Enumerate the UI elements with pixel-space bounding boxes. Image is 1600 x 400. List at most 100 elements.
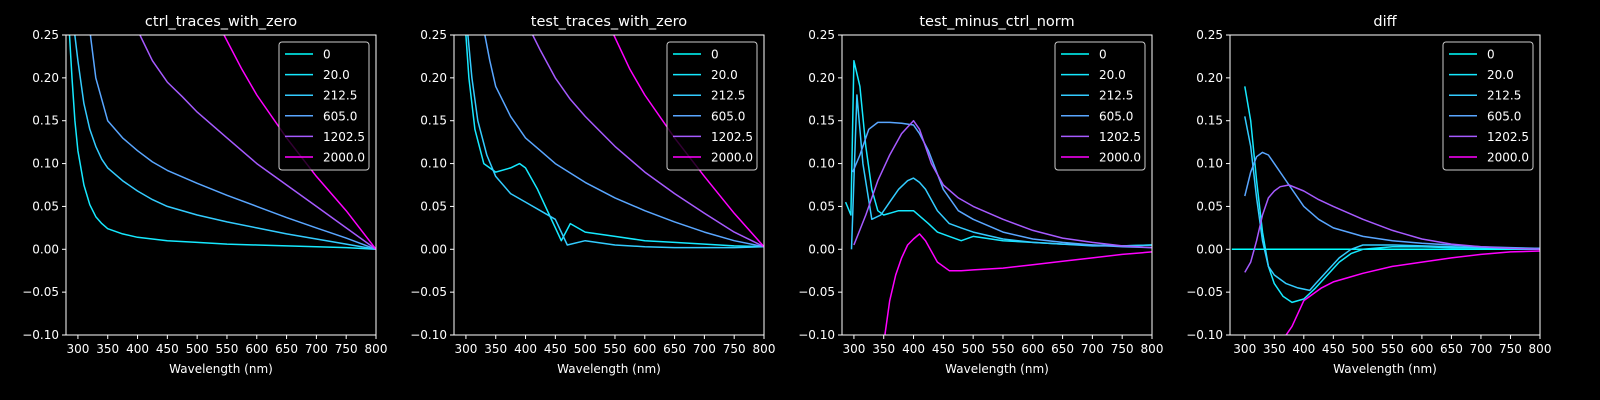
y-tick-label: 0.10 (808, 157, 835, 171)
y-tick-label: 0.15 (32, 114, 59, 128)
series-line-605-0 (89, 35, 376, 251)
legend-label: 605.0 (323, 109, 357, 123)
y-tick-label: −0.05 (22, 285, 59, 299)
legend-label: 605.0 (1099, 109, 1133, 123)
legend-label: 1202.5 (1487, 130, 1529, 144)
x-tick-label: 650 (1440, 342, 1463, 356)
chart-panel-4: 300 350 400 450 500 550 600 650 700 750 800 −0.10 −0… (1186, 14, 1551, 376)
series-line-212-5 (74, 35, 376, 251)
x-tick-label: 600 (245, 342, 268, 356)
series-line-605-0 (484, 35, 764, 248)
legend-label: 0 (323, 48, 331, 62)
axes-frame (453, 34, 765, 336)
y-tick-label: 0.20 (808, 71, 835, 85)
x-tick-label: 300 (66, 342, 89, 356)
x-tick-label: 650 (275, 342, 298, 356)
series-line-212-5 (1244, 116, 1540, 292)
x-tick-label: 300 (1233, 342, 1256, 356)
series-line-2000-0 (1285, 250, 1540, 335)
x-tick-label: 400 (514, 342, 537, 356)
y-tick-label: 0.05 (420, 199, 447, 213)
legend-label: 605.0 (1487, 109, 1521, 123)
series-line-1202-5 (853, 119, 1152, 249)
legend: 0 20.0 212.5 605.0 1202.5 2000.0 (666, 41, 758, 171)
chart-title: diff (1373, 14, 1397, 30)
x-tick-label: 400 (1292, 342, 1315, 356)
y-tick-label: −0.10 (410, 328, 447, 342)
legend-label: 20.0 (711, 68, 738, 82)
y-tick-label: 0.15 (420, 114, 447, 128)
series-line-212-5 (467, 35, 764, 249)
y-tick-label: 0.00 (32, 242, 59, 256)
legend-label: 20.0 (323, 68, 350, 82)
x-tick-label: 550 (1381, 342, 1404, 356)
legend-label: 2000.0 (1099, 151, 1141, 165)
axes-frame (1229, 34, 1541, 336)
series-line-1202-5 (139, 35, 376, 250)
legend-label: 1202.5 (711, 130, 753, 144)
y-tick-label: 0.05 (808, 199, 835, 213)
series-lines (465, 35, 764, 249)
x-tick-label: 350 (484, 342, 507, 356)
legend-label: 212.5 (1487, 89, 1521, 103)
x-tick-label: 450 (544, 342, 567, 356)
y-tick-label: 0.00 (808, 242, 835, 256)
legend-label: 212.5 (1099, 89, 1133, 103)
x-tick-label: 750 (723, 342, 746, 356)
y-tick-label: 0.10 (420, 157, 447, 171)
y-tick-label: −0.05 (798, 285, 835, 299)
series-line-2000-0 (884, 233, 1152, 335)
x-tick-label: 450 (156, 342, 179, 356)
y-tick-label: 0.20 (420, 71, 447, 85)
x-tick-label: 550 (216, 342, 239, 356)
x-tick-label: 400 (126, 342, 149, 356)
y-tick-label: 0.15 (1196, 114, 1223, 128)
y-tick-label: 0.20 (32, 71, 59, 85)
y-tick-label: 0.15 (808, 114, 835, 128)
x-tick-label: 500 (186, 342, 209, 356)
x-tick-label: 700 (305, 342, 328, 356)
legend-label: 212.5 (323, 89, 357, 103)
x-tick-label: 550 (992, 342, 1015, 356)
y-tick-label: 0.25 (420, 28, 447, 42)
x-tick-label: 700 (693, 342, 716, 356)
x-tick-label: 350 (1263, 342, 1286, 356)
legend-label: 1202.5 (323, 130, 365, 144)
x-tick-label: 750 (1111, 342, 1134, 356)
x-tick-label: 600 (1021, 342, 1044, 356)
legend-label: 0 (1099, 48, 1107, 62)
y-tick-label: 0.25 (808, 28, 835, 42)
x-tick-label: 800 (365, 342, 388, 356)
x-tick-label: 350 (96, 342, 119, 356)
series-line-20-0 (68, 35, 376, 251)
y-tick-label: 0.00 (1196, 242, 1223, 256)
chart-panel-1: 300 350 400 450 500 550 600 650 700 750 800 −0.10 −0… (22, 14, 387, 376)
series-line-20-0 (1244, 86, 1540, 304)
series-line-20-0 (465, 35, 764, 248)
axes-frame (65, 34, 377, 336)
x-tick-label: 650 (1051, 342, 1074, 356)
legend-label: 20.0 (1099, 68, 1126, 82)
legend-label: 0 (1487, 48, 1495, 62)
series-line-605-0 (852, 121, 1152, 249)
x-tick-label: 800 (753, 342, 776, 356)
series-line-212-5 (850, 94, 1152, 250)
y-tick-label: −0.10 (798, 328, 835, 342)
x-axis-label: Wavelength (nm) (557, 362, 661, 376)
y-tick-label: 0.10 (1196, 157, 1223, 171)
series-lines (1231, 86, 1540, 335)
y-tick-label: 0.05 (32, 199, 59, 213)
legend-label: 1202.5 (1099, 130, 1141, 144)
x-tick-label: 550 (604, 342, 627, 356)
legend: 0 20.0 212.5 605.0 1202.5 2000.0 (278, 41, 370, 171)
series-lines (68, 35, 376, 251)
axes-frame (841, 34, 1153, 336)
chart-panel-2: 300 350 400 450 500 550 600 650 700 750 800 −0.10 −0… (410, 14, 775, 376)
legend-label: 20.0 (1487, 68, 1514, 82)
x-tick-label: 800 (1141, 342, 1164, 356)
y-tick-label: 0.25 (1196, 28, 1223, 42)
legend: 0 20.0 212.5 605.0 1202.5 2000.0 (1442, 41, 1534, 171)
y-tick-label: −0.10 (22, 328, 59, 342)
